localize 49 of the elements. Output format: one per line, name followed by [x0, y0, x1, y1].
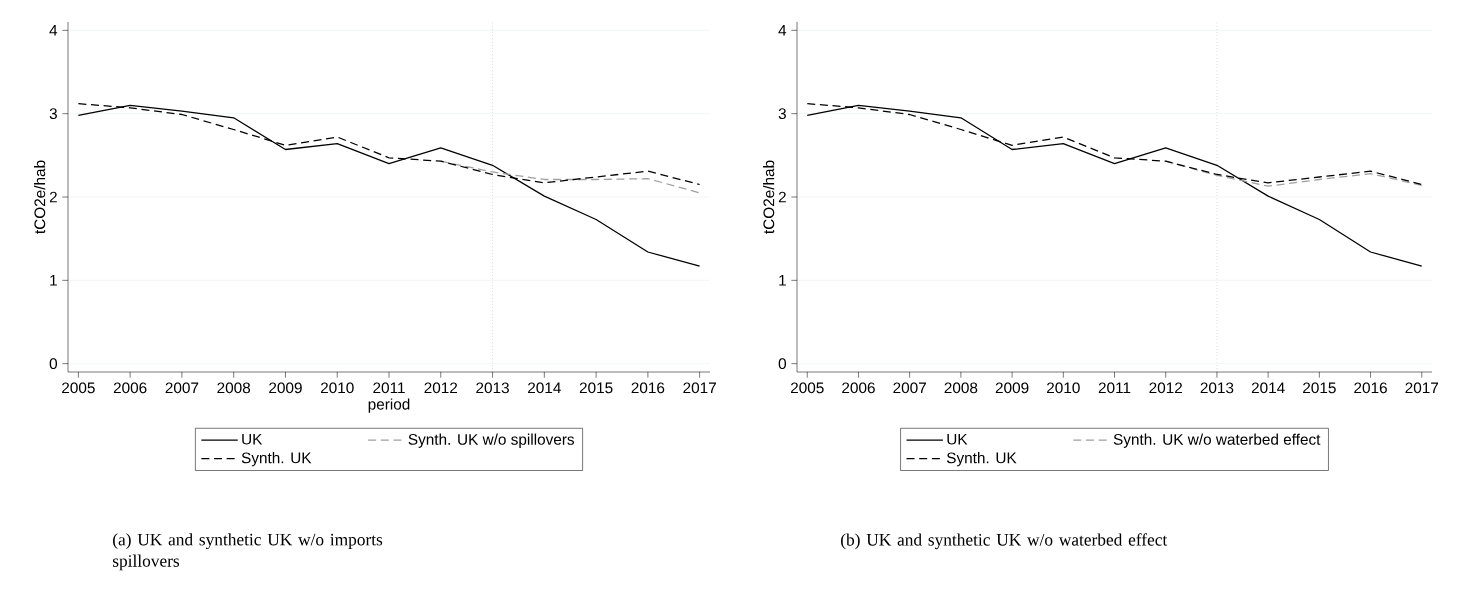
legend-label: Synth. UK w/o spillovers — [408, 433, 575, 448]
x-tick-label: 2015 — [579, 382, 613, 394]
y-tick-label: 2 — [778, 191, 786, 203]
text: (b) UK and synthetic UK w/o waterbed effect — [841, 533, 1168, 550]
y-tick-label: 0 — [778, 358, 787, 370]
legend-label: Synth. UK — [241, 452, 312, 467]
x-tick-label: 2014 — [528, 382, 561, 394]
x-tick-label: 2008 — [944, 382, 978, 394]
x-tick-label: 2017 — [1405, 382, 1439, 394]
y-tick-label: 2 — [49, 191, 57, 203]
y-tick-label: 4 — [778, 25, 787, 36]
legend-label: UK — [242, 433, 263, 445]
y-tick-label: 1 — [50, 275, 57, 286]
legend-label: Synth. UK w/o waterbed effect — [1113, 433, 1321, 448]
x-tick-label: 2006 — [113, 382, 147, 394]
x-tick-label: 2015 — [1303, 382, 1336, 394]
x-tick-label: 2013 — [1200, 382, 1234, 394]
x-tick-label: 2005 — [790, 382, 824, 394]
x-tick-label: 2013 — [476, 382, 509, 394]
x-tick-label: 2012 — [424, 382, 458, 394]
x-tick-label: 2009 — [269, 382, 302, 394]
x-tick-label: 2011 — [373, 382, 405, 394]
x-tick-label: 2011 — [1098, 382, 1131, 394]
line-series — [77, 104, 701, 267]
x-tick-label: 2010 — [1047, 382, 1080, 394]
text: (a) UK and synthetic UK w/o imports spillovers — [112, 533, 383, 571]
y-axis-title: tCO2e/hab — [34, 160, 46, 234]
y-tick-label: 3 — [49, 108, 57, 120]
y-tick-label: 0 — [49, 358, 58, 370]
x-tick-label: 2017 — [683, 382, 716, 394]
y-tick-label: 1 — [779, 275, 786, 286]
x-tick-label: 2005 — [62, 382, 95, 394]
x-tick-label: 2016 — [1354, 382, 1387, 394]
y-tick-label: 3 — [778, 108, 786, 120]
x-tick-label: 2006 — [842, 382, 875, 394]
y-axis-title: tCO2e/hab — [763, 160, 775, 234]
legend-label: Synth. UK — [946, 452, 1017, 467]
x-axis-title: period — [368, 398, 410, 413]
x-tick-label: 2009 — [995, 382, 1029, 394]
legend-label: UK — [947, 433, 968, 445]
line-series — [806, 104, 1423, 267]
x-tick-label: 2016 — [631, 382, 665, 394]
x-tick-label: 2007 — [165, 382, 199, 394]
x-tick-label: 2012 — [1149, 382, 1182, 394]
x-tick-label: 2010 — [320, 382, 354, 394]
y-tick-label: 4 — [49, 25, 58, 36]
x-tick-label: 2008 — [217, 382, 251, 394]
x-tick-label: 2007 — [893, 382, 926, 394]
x-tick-label: 2014 — [1251, 382, 1285, 394]
